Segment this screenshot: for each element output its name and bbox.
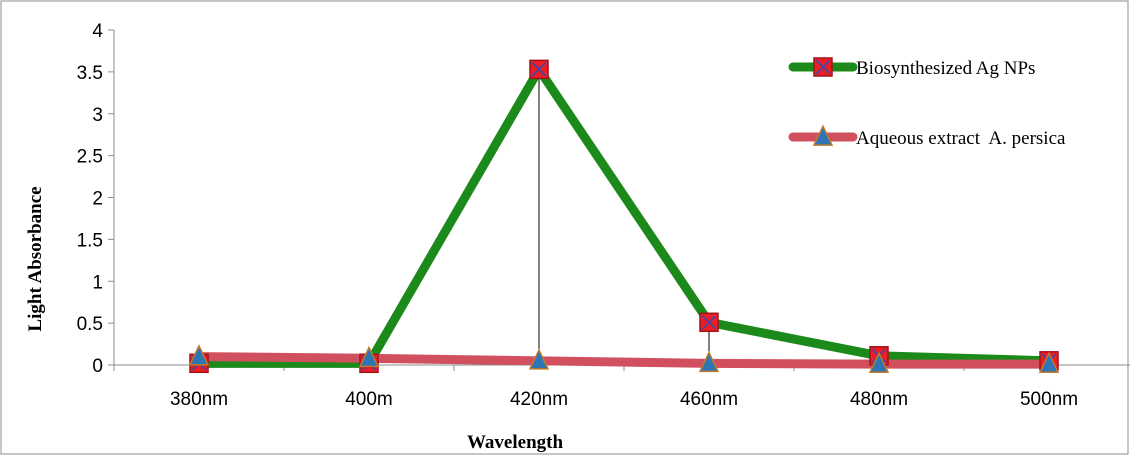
y-tick-label: 3.5 bbox=[77, 63, 103, 84]
y-tick-label: 3 bbox=[92, 105, 103, 126]
x-tick-label: 400m bbox=[345, 389, 393, 410]
data-point-ag-nps bbox=[529, 59, 549, 80]
legend-label: Aqueous extract A. persica bbox=[856, 128, 1066, 149]
y-tick-label: 2 bbox=[92, 189, 103, 210]
series-line-ag-nps bbox=[194, 64, 1054, 368]
data-point-aqueous-extract bbox=[868, 351, 890, 374]
data-point-ag-nps bbox=[699, 312, 719, 333]
y-tick-label: 4 bbox=[92, 21, 103, 42]
x-tick-label: 500nm bbox=[1020, 389, 1078, 410]
y-tick-label: 1.5 bbox=[77, 230, 103, 251]
x-tick-label: 420nm bbox=[510, 389, 568, 410]
y-tick-label: 0 bbox=[92, 356, 103, 377]
y-tick-label: 2.5 bbox=[77, 147, 103, 168]
series-line-aqueous-extract bbox=[194, 352, 1054, 369]
x-tick-label: 480nm bbox=[850, 389, 908, 410]
x-tick-labels: 380nm 400m 420nm 460nm 480nm 500nm bbox=[170, 389, 1078, 410]
legend: Biosynthesized Ag NPs Aqueous extract A. … bbox=[788, 57, 1066, 149]
series-layer bbox=[188, 59, 1060, 374]
y-tick-labels: 0 0.5 1 1.5 2 2.5 3 3.5 4 bbox=[77, 21, 104, 377]
y-axis-title: Light Absorbance bbox=[25, 186, 46, 331]
y-tick-label: 1 bbox=[92, 272, 103, 293]
data-point-aqueous-extract bbox=[528, 348, 550, 370]
legend-label: Biosynthesized Ag NPs bbox=[856, 58, 1035, 79]
data-point-aqueous-extract bbox=[358, 345, 380, 368]
data-point-aqueous-extract bbox=[188, 344, 210, 366]
x-tick-label: 460nm bbox=[680, 389, 738, 410]
legend-swatch-marker bbox=[813, 57, 833, 77]
y-tick-label: 0.5 bbox=[77, 314, 103, 335]
data-point-aqueous-extract bbox=[698, 350, 720, 373]
legend-swatch-marker bbox=[812, 124, 834, 146]
x-axis-title: Wavelength bbox=[467, 432, 563, 453]
data-point-aqueous-extract bbox=[1038, 351, 1060, 374]
x-tick-label: 380nm bbox=[170, 389, 228, 410]
